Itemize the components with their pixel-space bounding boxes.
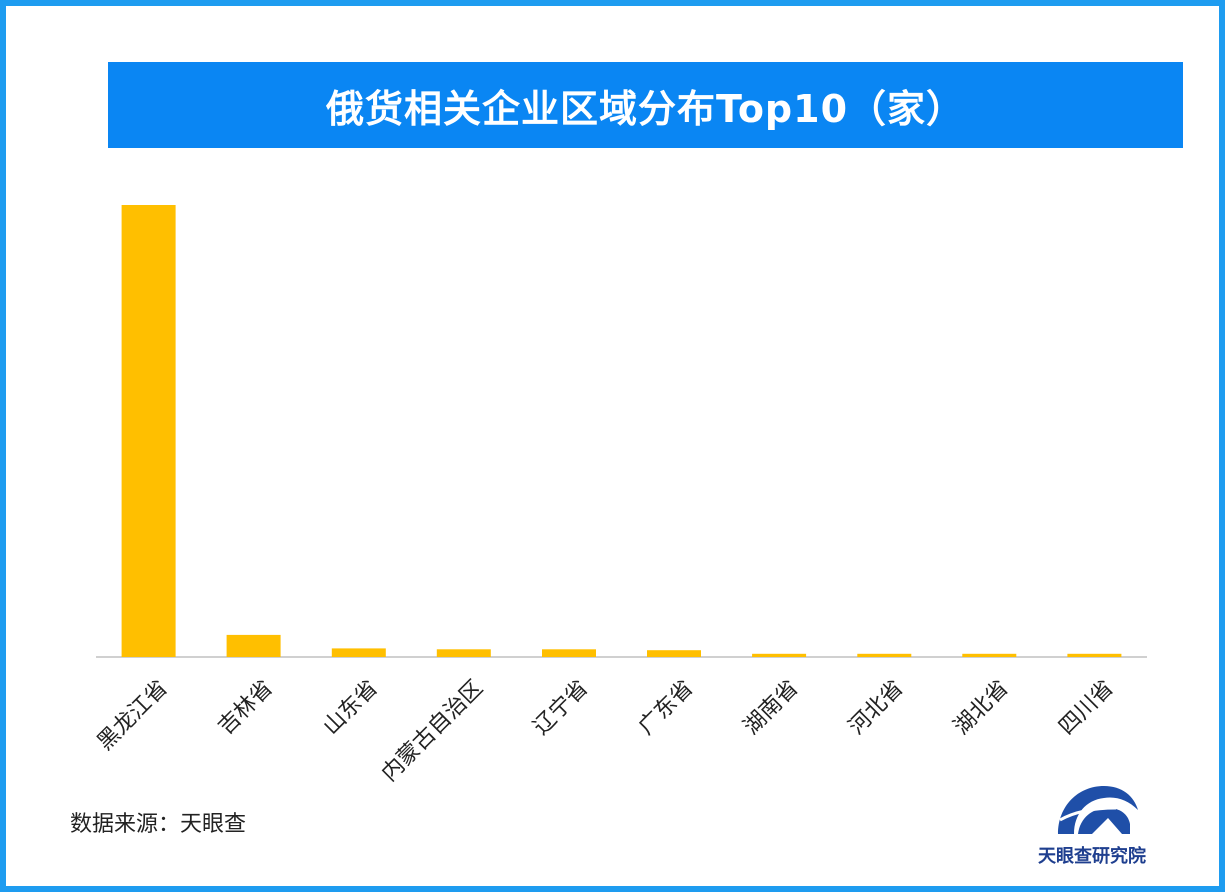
x-tick-label-1: 黑龙江省: [93, 676, 173, 756]
x-tick-label-2: 吉林省: [214, 676, 278, 740]
bar-4: [436, 649, 491, 657]
chart-title: 俄货相关企业区域分布Top10（家）: [325, 86, 966, 131]
x-tick-label-10: 四川省: [1054, 676, 1118, 740]
x-tick-label-4: 内蒙古自治区: [377, 676, 488, 787]
logo-text: 天眼查研究院: [1038, 846, 1146, 867]
x-tick-label-6: 广东省: [634, 676, 698, 740]
data-source: 数据来源：天眼查: [70, 812, 247, 837]
x-tick-label-5: 辽宁省: [529, 676, 593, 740]
title-bar: 俄货相关企业区域分布Top10（家）: [108, 62, 1183, 148]
logo-emblem-icon: [1058, 786, 1138, 834]
bar-6: [647, 650, 701, 657]
bar-3: [331, 648, 386, 657]
x-tick-label-3: 山东省: [319, 676, 383, 740]
bar-2: [226, 634, 281, 657]
bar-9: [962, 653, 1017, 657]
bar-10: [1067, 653, 1122, 657]
tianyancha-logo: 天眼查研究院: [1030, 778, 1154, 868]
x-tick-label-9: 湖北省: [949, 676, 1013, 740]
bar-7: [752, 653, 807, 657]
bar-1: [121, 205, 176, 657]
bar-5: [542, 649, 596, 657]
x-tick-label-7: 湖南省: [739, 676, 803, 740]
x-tick-label-8: 河北省: [844, 676, 908, 740]
bar-8: [857, 653, 912, 657]
